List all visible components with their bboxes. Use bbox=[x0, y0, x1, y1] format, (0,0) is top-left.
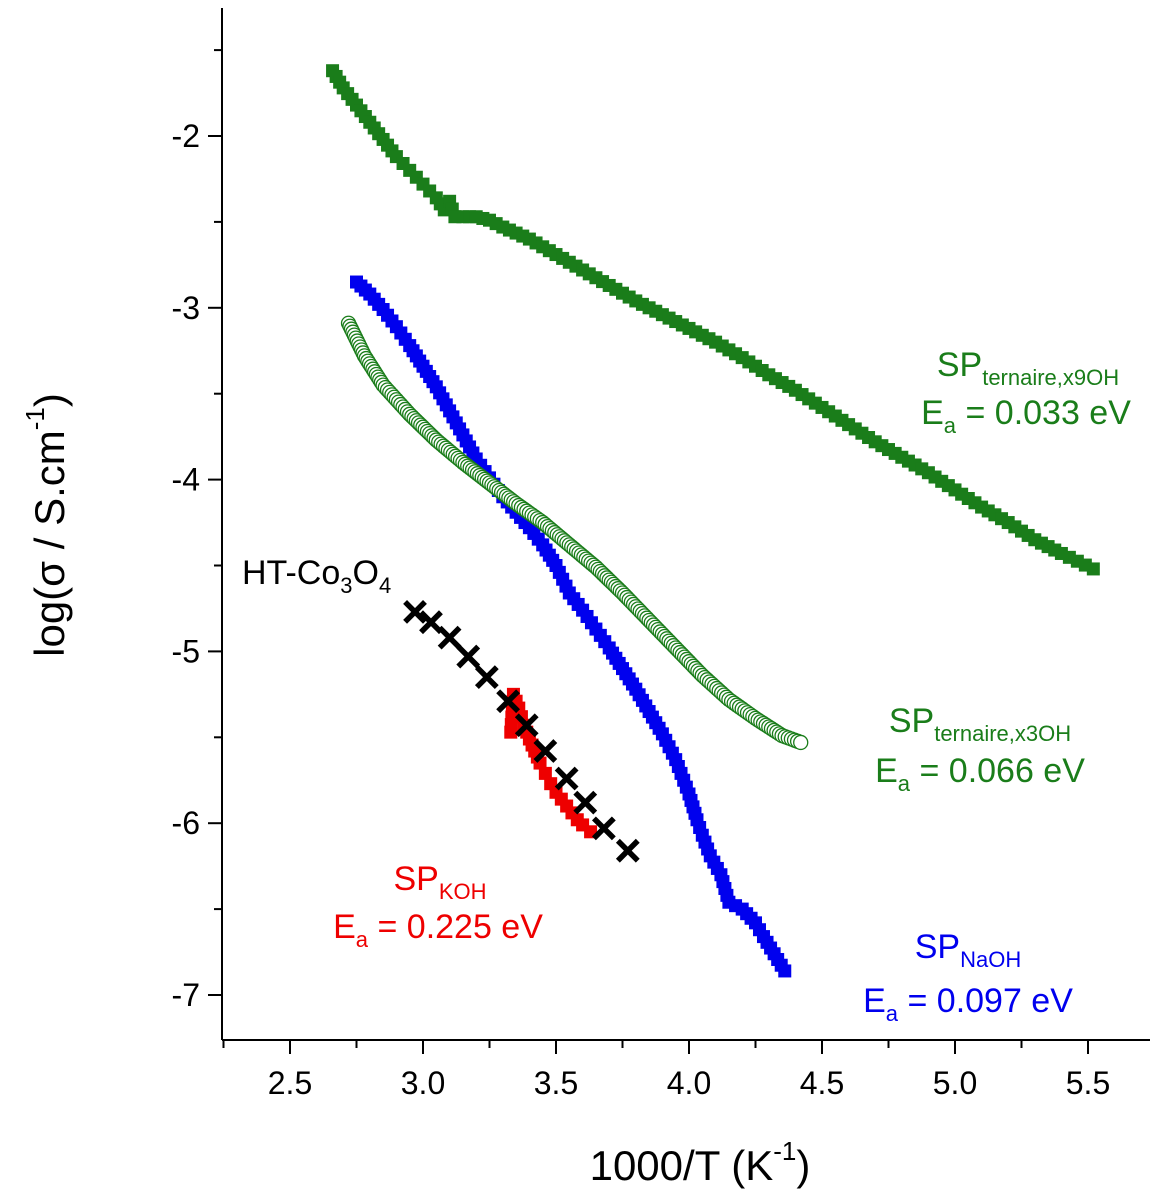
annotation-co3o4-part-3: O bbox=[352, 554, 378, 592]
axes: 2.5 3.0 3.5 4.0 4.5 5.0 5.5 -7 -6 -5 -4 -3 -2 bbox=[172, 8, 1150, 1101]
data-point bbox=[533, 739, 558, 763]
y-tick-label: -6 bbox=[172, 805, 200, 841]
y-tick-label: -4 bbox=[172, 462, 200, 498]
annotation-koh-name: SPKOH bbox=[393, 860, 486, 904]
y-tick-label: -3 bbox=[172, 290, 200, 326]
x-axis-title-main: 1000/T (K bbox=[590, 1142, 774, 1189]
annotation-ternaire-x9-ea-symbol: E bbox=[921, 394, 944, 432]
series-co3o4 bbox=[403, 599, 640, 863]
annotation-naoh-ea-value: = 0.097 eV bbox=[898, 982, 1073, 1020]
data-point bbox=[538, 766, 552, 780]
annotation-koh: SPKOH Ea = 0.225 eV bbox=[333, 860, 543, 952]
data-point bbox=[403, 599, 427, 624]
annotation-ternaire-x3-sub: ternaire,x3OH bbox=[934, 721, 1071, 746]
annotation-co3o4-part-4: 4 bbox=[379, 573, 391, 598]
annotation-koh-ea: Ea = 0.225 eV bbox=[333, 908, 543, 952]
data-point bbox=[573, 790, 598, 815]
annotation-naoh-ea-sub: a bbox=[886, 1001, 899, 1026]
data-point bbox=[591, 816, 616, 841]
annotation-co3o4-label: HT-Co3O4 bbox=[242, 554, 391, 598]
x-tick-label: 5.0 bbox=[933, 1065, 977, 1101]
x-tick-label: 4.5 bbox=[800, 1065, 844, 1101]
annotation-koh-ea-sub: a bbox=[356, 927, 369, 952]
data-point bbox=[456, 644, 481, 669]
x-tick-label: 5.5 bbox=[1066, 1065, 1110, 1101]
data-point bbox=[496, 689, 521, 714]
annotation-ternaire-x9: SPternaire,x9OH Ea = 0.033 eV bbox=[921, 346, 1131, 438]
y-tick-label: -5 bbox=[172, 633, 200, 669]
plot-area bbox=[326, 64, 1100, 978]
annotation-naoh-sub: NaOH bbox=[960, 947, 1021, 972]
y-axis-title-sup: -1 bbox=[20, 407, 50, 430]
annotation-co3o4: HT-Co3O4 bbox=[242, 554, 391, 598]
annotation-ternaire-x3-main: SP bbox=[889, 702, 934, 740]
data-point bbox=[474, 665, 499, 690]
annotation-ternaire-x3-name: SPternaire,x3OH bbox=[889, 702, 1071, 746]
data-point bbox=[437, 625, 462, 650]
x-axis-title-sup: -1 bbox=[773, 1136, 796, 1166]
annotation-koh-ea-symbol: E bbox=[333, 908, 356, 946]
annotation-naoh-name: SPNaOH bbox=[915, 928, 1021, 972]
annotation-ternaire-x3-ea: Ea = 0.066 eV bbox=[875, 752, 1085, 796]
data-point bbox=[1086, 562, 1100, 576]
annotation-naoh-ea: Ea = 0.097 eV bbox=[863, 982, 1073, 1026]
annotation-co3o4-part-2: 3 bbox=[340, 573, 352, 598]
data-point bbox=[419, 610, 443, 635]
series-naoh bbox=[350, 275, 792, 978]
annotation-ternaire-x3-ea-symbol: E bbox=[875, 752, 898, 790]
x-tick-label: 4.0 bbox=[667, 1065, 711, 1101]
annotation-ternaire-x9-ea-value: = 0.033 eV bbox=[956, 394, 1131, 432]
x-axis-title: 1000/T (K-1) bbox=[590, 1136, 811, 1189]
x-axis-title-end: ) bbox=[796, 1142, 810, 1189]
annotation-naoh: SPNaOH Ea = 0.097 eV bbox=[863, 928, 1073, 1026]
x-tick-label: 3.0 bbox=[401, 1065, 445, 1101]
data-point bbox=[793, 734, 809, 751]
annotation-ternaire-x9-sub: ternaire,x9OH bbox=[982, 365, 1119, 390]
annotation-ternaire-x9-ea-sub: a bbox=[944, 413, 957, 438]
y-tick-label: -2 bbox=[172, 118, 200, 154]
series-ternaire-x9 bbox=[326, 64, 1100, 576]
x-ticks: 2.5 3.0 3.5 4.0 4.5 5.0 5.5 bbox=[222, 1040, 1110, 1101]
x-tick-label: 3.5 bbox=[534, 1065, 578, 1101]
y-axis-title-end: ) bbox=[26, 393, 73, 407]
annotation-ternaire-x3-ea-sub: a bbox=[898, 771, 911, 796]
data-point bbox=[615, 838, 640, 863]
data-point bbox=[554, 766, 579, 791]
annotation-koh-main: SP bbox=[393, 860, 438, 898]
y-axis-title-main: log(σ / S.cm bbox=[26, 430, 73, 657]
y-ticks: -7 -6 -5 -4 -3 -2 bbox=[172, 49, 222, 1013]
annotation-ternaire-x3: SPternaire,x3OH Ea = 0.066 eV bbox=[875, 702, 1085, 796]
annotation-ternaire-x9-name: SPternaire,x9OH bbox=[937, 346, 1119, 390]
y-axis-title: log(σ / S.cm-1) bbox=[20, 393, 73, 657]
y-tick-label: -7 bbox=[172, 977, 200, 1013]
x-tick-label: 2.5 bbox=[268, 1065, 312, 1101]
annotation-naoh-main: SP bbox=[915, 928, 960, 966]
annotation-ternaire-x9-ea: Ea = 0.033 eV bbox=[921, 394, 1131, 438]
data-point bbox=[514, 713, 539, 738]
annotation-co3o4-part-1: HT-Co bbox=[242, 554, 340, 592]
series-layer bbox=[326, 64, 1100, 978]
annotation-koh-ea-value: = 0.225 eV bbox=[368, 908, 543, 946]
data-point bbox=[778, 964, 792, 978]
series-ternaire-x3 bbox=[340, 315, 809, 751]
annotation-ternaire-x3-ea-value: = 0.066 eV bbox=[910, 752, 1085, 790]
annotation-koh-sub: KOH bbox=[439, 879, 487, 904]
annotation-naoh-ea-symbol: E bbox=[863, 982, 886, 1020]
annotation-ternaire-x9-main: SP bbox=[937, 346, 982, 384]
